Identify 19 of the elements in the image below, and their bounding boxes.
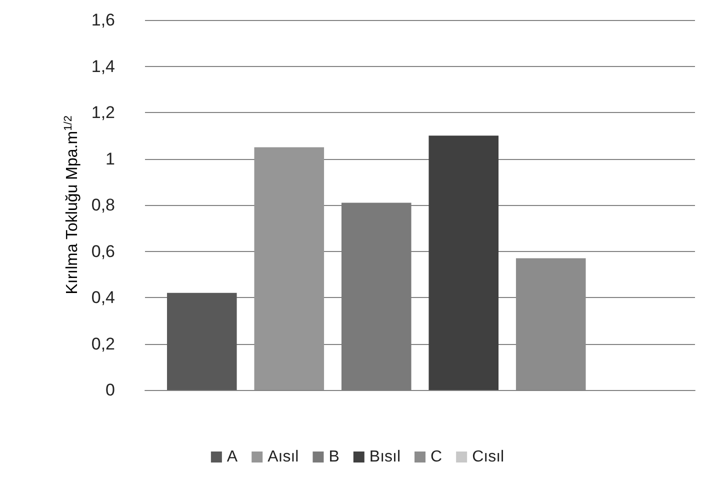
- y-tick-label: 1,2: [91, 103, 115, 122]
- bar: [254, 147, 324, 390]
- y-tick-label: 0,8: [91, 196, 115, 214]
- legend-label: Bısıl: [369, 448, 401, 466]
- bar: [167, 292, 237, 390]
- legend-label: C: [430, 448, 442, 466]
- y-tick-label: 0,2: [91, 334, 115, 354]
- y-tick-label: 1,4: [91, 56, 115, 76]
- bar: [428, 136, 499, 390]
- y-tick-label: 0,6: [91, 242, 115, 261]
- y-tick-label: 1,6: [91, 10, 115, 30]
- legend-label: B: [328, 448, 340, 466]
- legend-label: Cısıl: [472, 448, 504, 466]
- y-tick-label: 1: [106, 149, 115, 168]
- y-tick-label: 0: [106, 380, 115, 400]
- legend-label: Aısıl: [268, 448, 299, 466]
- y-tick-label: 0,4: [91, 288, 115, 307]
- legend-label: A: [226, 448, 238, 466]
- y-axis-title: Kırılma Tokluğu Mpa.m1/2: [62, 116, 81, 294]
